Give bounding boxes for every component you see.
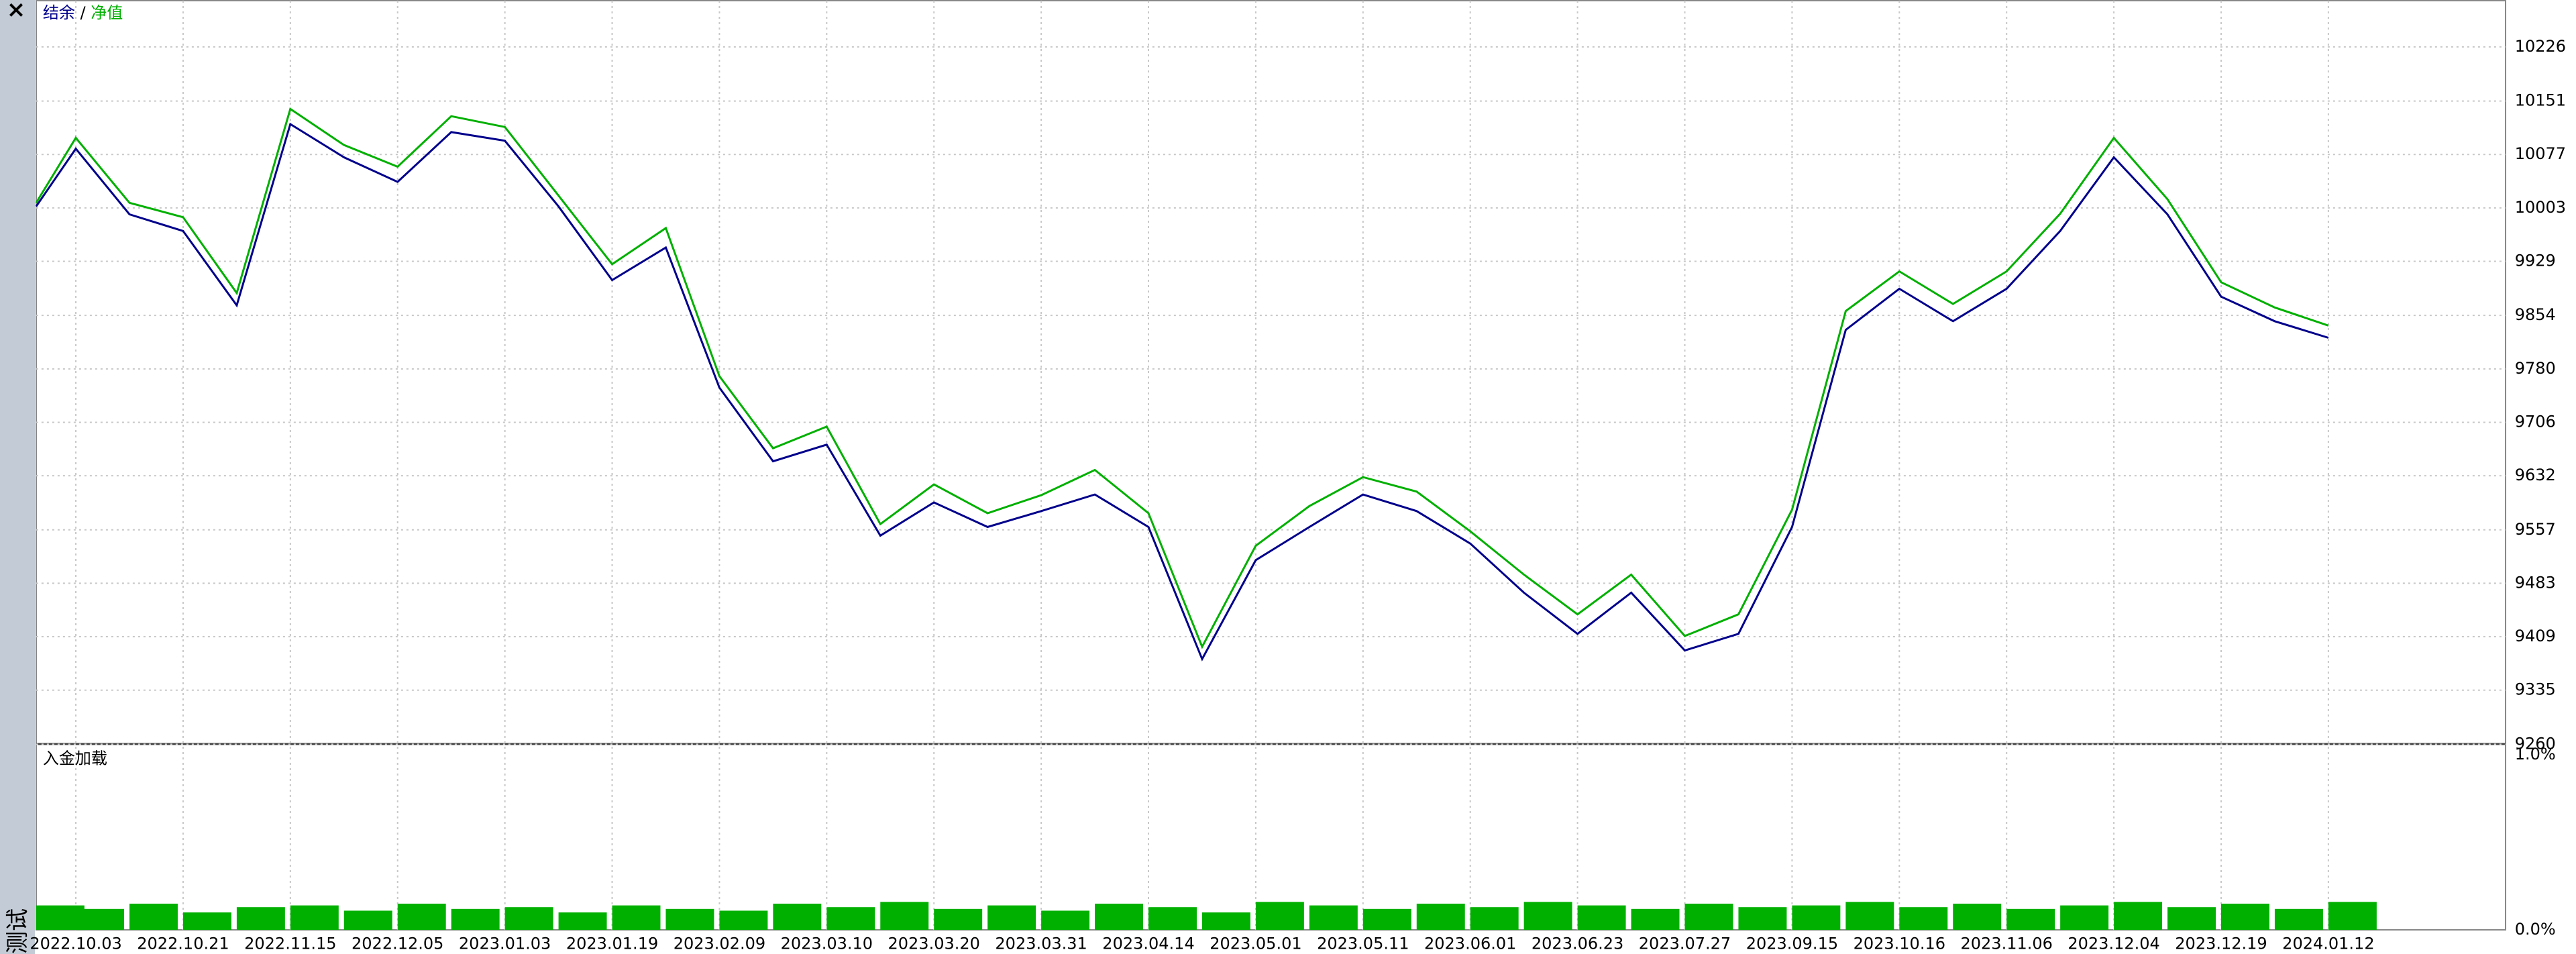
bar bbox=[2060, 905, 2109, 931]
x-tick-label: 2023.12.19 bbox=[2175, 934, 2267, 953]
x-tick-label: 2023.01.19 bbox=[566, 934, 658, 953]
y-tick-label: 9706 bbox=[2515, 412, 2556, 431]
x-tick-label: 2023.07.27 bbox=[1639, 934, 1731, 953]
bar bbox=[1899, 907, 1948, 931]
bar bbox=[558, 912, 607, 931]
bar bbox=[1523, 902, 1572, 931]
bar bbox=[987, 905, 1036, 931]
x-tick-label: 2023.05.01 bbox=[1210, 934, 1301, 953]
bar bbox=[1095, 903, 1144, 931]
y-tick-label: 9260 bbox=[2515, 734, 2556, 753]
series-line bbox=[35, 107, 2329, 649]
y-tick-label: 9557 bbox=[2515, 520, 2556, 539]
bar bbox=[1309, 905, 1358, 931]
y-tick-label: 10226 bbox=[2515, 37, 2566, 56]
legend: 结余 / 净值 bbox=[43, 3, 123, 22]
bar bbox=[1255, 902, 1304, 931]
bar bbox=[826, 907, 875, 931]
bar bbox=[2220, 903, 2269, 931]
x-tick-label: 2023.06.23 bbox=[1532, 934, 1623, 953]
y-tick-label: 9632 bbox=[2515, 466, 2556, 484]
bar bbox=[2274, 908, 2323, 931]
sidebar-label: 测试 bbox=[5, 908, 32, 954]
y-tick-label: 10077 bbox=[2515, 144, 2566, 163]
bar bbox=[1631, 908, 1680, 931]
y-tick-label: 9409 bbox=[2515, 627, 2556, 645]
plot-frame bbox=[36, 0, 2506, 931]
x-tick-label: 2023.06.01 bbox=[1424, 934, 1516, 953]
x-tick-label: 2022.11.15 bbox=[244, 934, 336, 953]
x-tick-label: 2023.09.15 bbox=[1746, 934, 1838, 953]
y-tick-label: 9780 bbox=[2515, 359, 2556, 378]
bar bbox=[1201, 912, 1250, 931]
x-tick-label: 2023.01.03 bbox=[459, 934, 551, 953]
bar bbox=[773, 903, 822, 931]
bar bbox=[129, 903, 178, 931]
x-tick-label: 2023.11.06 bbox=[1960, 934, 2052, 953]
bar bbox=[1416, 903, 1465, 931]
legend-entry: / bbox=[75, 3, 91, 22]
sidebar bbox=[0, 0, 35, 954]
bar bbox=[290, 905, 339, 931]
y-tick-label: 0.0% bbox=[2515, 920, 2556, 939]
bar bbox=[451, 908, 500, 931]
x-tick-label: 2023.02.09 bbox=[674, 934, 765, 953]
x-tick-label: 2024.01.12 bbox=[2282, 934, 2374, 953]
bar bbox=[934, 908, 983, 931]
legend-entry: 结余 bbox=[43, 3, 75, 22]
bar bbox=[1684, 903, 1733, 931]
x-tick-label: 2023.03.10 bbox=[781, 934, 873, 953]
bar bbox=[665, 908, 714, 931]
bar bbox=[1470, 907, 1519, 931]
bar bbox=[504, 907, 553, 931]
bar bbox=[2328, 902, 2377, 931]
x-tick-label: 2023.05.11 bbox=[1317, 934, 1409, 953]
bar bbox=[719, 910, 768, 931]
bar bbox=[1362, 908, 1411, 931]
bar bbox=[1148, 907, 1197, 931]
bar bbox=[1577, 905, 1626, 931]
x-tick-label: 2023.10.16 bbox=[1854, 934, 1945, 953]
x-tick-label: 2022.12.05 bbox=[352, 934, 443, 953]
bar bbox=[612, 905, 661, 931]
series-line bbox=[35, 122, 2329, 661]
bar bbox=[182, 912, 231, 931]
y-tick-label: 9483 bbox=[2515, 573, 2556, 592]
pane-title: 入金加载 bbox=[43, 749, 107, 767]
bar bbox=[76, 908, 124, 931]
x-tick-label: 2023.03.20 bbox=[888, 934, 980, 953]
y-tick-label: 9854 bbox=[2515, 305, 2556, 324]
bar bbox=[1792, 905, 1841, 931]
bar bbox=[880, 902, 929, 931]
legend-entry: 净值 bbox=[91, 3, 123, 22]
bar bbox=[2114, 902, 2163, 931]
bar bbox=[1738, 907, 1787, 931]
x-tick-label: 2022.10.21 bbox=[137, 934, 229, 953]
bar bbox=[397, 903, 446, 931]
bar bbox=[1845, 902, 1894, 931]
bar bbox=[1041, 910, 1090, 931]
bar bbox=[343, 910, 392, 931]
y-tick-label: 10003 bbox=[2515, 198, 2566, 217]
bar bbox=[236, 907, 285, 931]
x-tick-label: 2023.12.04 bbox=[2068, 934, 2159, 953]
y-tick-label: 9335 bbox=[2515, 680, 2556, 699]
x-tick-label: 2023.04.14 bbox=[1102, 934, 1194, 953]
y-tick-label: 9929 bbox=[2515, 251, 2556, 270]
bar bbox=[2167, 907, 2216, 931]
y-tick-label: 10151 bbox=[2515, 91, 2566, 110]
bar bbox=[2006, 908, 2055, 931]
y-tick-label: 1.0% bbox=[2515, 745, 2556, 763]
close-button[interactable]: × bbox=[7, 0, 26, 23]
bar bbox=[1953, 903, 2002, 931]
x-tick-label: 2022.10.03 bbox=[30, 934, 121, 953]
x-tick-label: 2023.03.31 bbox=[995, 934, 1087, 953]
